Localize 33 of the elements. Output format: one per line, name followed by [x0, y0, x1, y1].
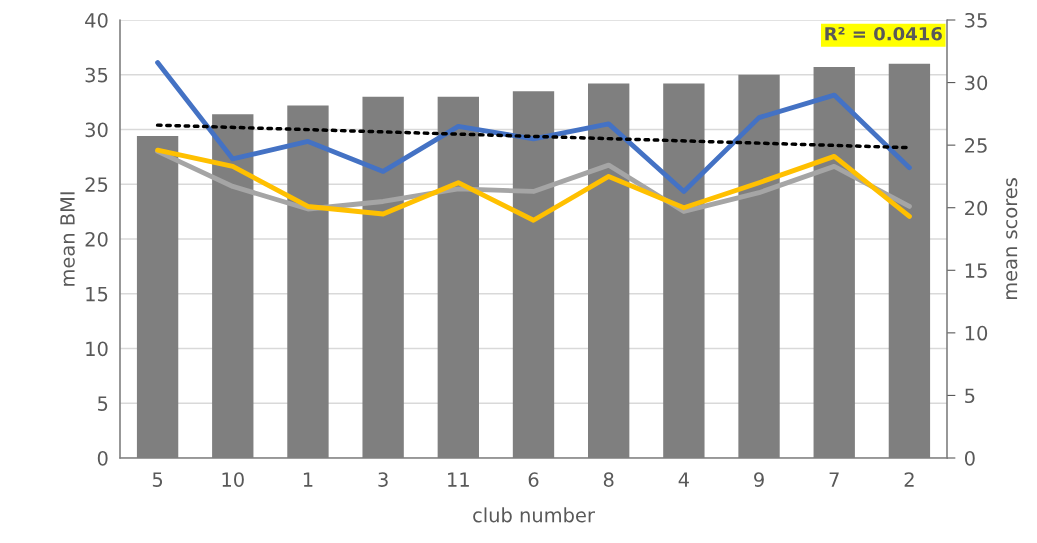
y2-tick-label: 0 [964, 450, 975, 466]
y-tick-label: 40 [85, 12, 108, 28]
y-tick-label: 10 [86, 341, 108, 357]
y-tick-label: 35 [85, 67, 108, 83]
x-tick-label: 7 [829, 472, 839, 487]
x-axis-title: club number [473, 507, 595, 523]
y2-tick-label: 25 [965, 138, 987, 153]
y-tick-label: 5 [98, 396, 108, 411]
x-tick-label: 11 [448, 472, 469, 487]
x-tick-label: 1 [303, 472, 313, 487]
x-tick-label: 10 [222, 472, 244, 487]
y2-tick-label: 15 [965, 263, 987, 278]
y-tick-label: 20 [85, 231, 108, 247]
y2-tick-label: 20 [965, 200, 988, 216]
y-tick-label: 25 [85, 177, 108, 192]
x-tick-label: 5 [152, 472, 163, 487]
x-tick-label: 9 [754, 472, 764, 487]
x-tick-label: 3 [378, 472, 388, 487]
x-tick-label: 2 [904, 472, 914, 487]
y-tick-label: 15 [86, 286, 108, 302]
y-tick-label: 30 [85, 122, 108, 138]
y2-tick-label: 35 [965, 12, 987, 28]
x-tick-label: 8 [603, 472, 614, 487]
y-axis-title: mean BMI [60, 192, 75, 286]
annotation: R² = 0.0416 [825, 26, 942, 41]
x-tick-label: 6 [528, 472, 539, 487]
y2-axis-title: mean scores [1006, 178, 1018, 300]
y-tick-label: 0 [97, 450, 108, 466]
y2-tick-label: 30 [965, 75, 988, 91]
x-tick-label: 4 [678, 472, 689, 487]
line-series [155, 60, 912, 194]
y2-tick-label: 5 [965, 388, 975, 404]
y2-tick-label: 10 [965, 325, 988, 341]
